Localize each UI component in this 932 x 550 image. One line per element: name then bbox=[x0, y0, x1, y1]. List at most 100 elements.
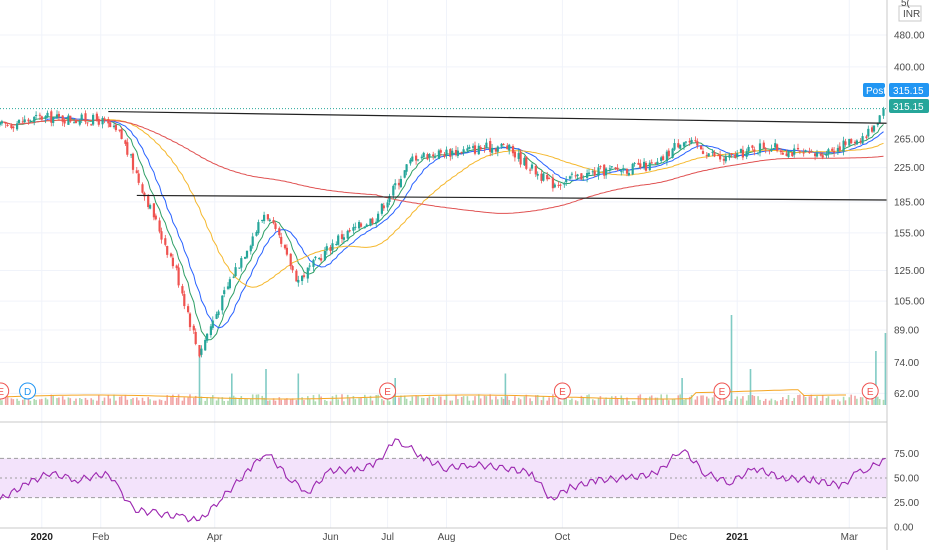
candle-body[interactable] bbox=[188, 313, 192, 328]
candle-body[interactable] bbox=[882, 108, 885, 116]
candle-body[interactable] bbox=[637, 162, 640, 165]
candle-body[interactable] bbox=[394, 183, 397, 186]
candle-body[interactable] bbox=[206, 333, 209, 341]
candle-body[interactable] bbox=[671, 148, 674, 158]
candle-body[interactable] bbox=[861, 136, 864, 144]
candle-body[interactable] bbox=[580, 173, 583, 180]
candle-body[interactable] bbox=[107, 118, 110, 124]
candle-body[interactable] bbox=[808, 151, 811, 154]
candle-body[interactable] bbox=[844, 141, 847, 145]
candle-body[interactable] bbox=[382, 205, 385, 209]
candle-body[interactable] bbox=[821, 155, 824, 158]
candle-body[interactable] bbox=[517, 153, 520, 159]
candle-body[interactable] bbox=[415, 155, 418, 161]
candle-body[interactable] bbox=[791, 152, 794, 157]
candle-body[interactable] bbox=[568, 176, 572, 179]
candle-body[interactable] bbox=[44, 116, 47, 120]
candle-body[interactable] bbox=[871, 127, 874, 132]
candle-body[interactable] bbox=[660, 157, 663, 162]
candle-body[interactable] bbox=[354, 226, 357, 228]
candle-body[interactable] bbox=[141, 184, 144, 193]
candle-body[interactable] bbox=[365, 224, 368, 227]
candle-body[interactable] bbox=[439, 150, 442, 153]
candle-body[interactable] bbox=[114, 124, 117, 131]
candle-body[interactable] bbox=[183, 294, 186, 307]
candle-body[interactable] bbox=[109, 122, 112, 128]
candle-body[interactable] bbox=[546, 174, 549, 180]
candle-body[interactable] bbox=[679, 144, 682, 149]
candle-body[interactable] bbox=[312, 259, 315, 267]
candle-body[interactable] bbox=[530, 164, 534, 169]
time-tick-label[interactable]: 2021 bbox=[726, 532, 749, 543]
candle-body[interactable] bbox=[405, 164, 408, 172]
candle-body[interactable] bbox=[536, 173, 539, 176]
candle-body[interactable] bbox=[103, 118, 106, 121]
candle-body[interactable] bbox=[263, 214, 266, 222]
candle-body[interactable] bbox=[665, 151, 668, 162]
candle-body[interactable] bbox=[610, 166, 613, 168]
trendlines[interactable] bbox=[108, 110, 888, 201]
candle-body[interactable] bbox=[684, 141, 687, 143]
candle-body[interactable] bbox=[335, 244, 338, 246]
candle-body[interactable] bbox=[359, 223, 363, 227]
candle-body[interactable] bbox=[320, 258, 323, 261]
candle-body[interactable] bbox=[443, 153, 446, 157]
candle-body[interactable] bbox=[859, 140, 862, 143]
candle-body[interactable] bbox=[426, 154, 429, 160]
candle-body[interactable] bbox=[69, 115, 72, 122]
candle-body[interactable] bbox=[751, 145, 754, 148]
rsi-tick-label[interactable]: 0.00 bbox=[894, 523, 914, 534]
candle-body[interactable] bbox=[251, 236, 254, 246]
candle-body[interactable] bbox=[730, 153, 733, 155]
candle-body[interactable] bbox=[878, 115, 881, 123]
candle-body[interactable] bbox=[694, 140, 697, 142]
candle-body[interactable] bbox=[850, 139, 853, 144]
rsi-tick-label[interactable]: 75.00 bbox=[894, 449, 919, 460]
candle-body[interactable] bbox=[745, 151, 748, 157]
candle-body[interactable] bbox=[147, 195, 150, 208]
candle-body[interactable] bbox=[306, 267, 309, 279]
candle-body[interactable] bbox=[796, 147, 800, 150]
candle-body[interactable] bbox=[779, 150, 782, 153]
candle-body[interactable] bbox=[291, 266, 294, 271]
candle-body[interactable] bbox=[194, 331, 197, 344]
candle-body[interactable] bbox=[836, 148, 839, 152]
candle-body[interactable] bbox=[734, 154, 737, 159]
candle-body[interactable] bbox=[346, 230, 349, 239]
candle-body[interactable] bbox=[753, 149, 756, 152]
candle-body[interactable] bbox=[701, 151, 705, 154]
candle-body[interactable] bbox=[118, 129, 121, 131]
candle-body[interactable] bbox=[323, 251, 326, 261]
candle-body[interactable] bbox=[762, 142, 765, 149]
candle-body[interactable] bbox=[842, 140, 845, 152]
candle-body[interactable] bbox=[728, 154, 731, 158]
candle-body[interactable] bbox=[793, 148, 796, 155]
candle-body[interactable] bbox=[97, 118, 100, 125]
candle-body[interactable] bbox=[525, 156, 528, 169]
candle-body[interactable] bbox=[386, 202, 389, 208]
candle-body[interactable] bbox=[164, 238, 167, 245]
candle-body[interactable] bbox=[181, 286, 184, 294]
candle-body[interactable] bbox=[325, 246, 328, 251]
candle-body[interactable] bbox=[149, 205, 152, 209]
candle-body[interactable] bbox=[217, 311, 220, 316]
candle-body[interactable] bbox=[160, 231, 163, 240]
candle-body[interactable] bbox=[302, 275, 306, 277]
candle-body[interactable] bbox=[21, 121, 24, 123]
candle-body[interactable] bbox=[449, 149, 452, 157]
price-tick-label[interactable]: 265.00 bbox=[894, 134, 925, 145]
earnings-marker[interactable]: E bbox=[0, 382, 10, 400]
candle-body[interactable] bbox=[73, 122, 76, 124]
candle-body[interactable] bbox=[644, 162, 648, 171]
candle-body[interactable] bbox=[192, 325, 195, 331]
candle-body[interactable] bbox=[758, 143, 762, 153]
candle-body[interactable] bbox=[135, 170, 138, 174]
candle-body[interactable] bbox=[215, 314, 218, 319]
candle-body[interactable] bbox=[50, 111, 53, 123]
candle-body[interactable] bbox=[432, 154, 435, 157]
candle-body[interactable] bbox=[466, 148, 469, 151]
candle-body[interactable] bbox=[781, 152, 784, 155]
candle-body[interactable] bbox=[352, 227, 355, 231]
candle-body[interactable] bbox=[477, 145, 480, 155]
candle-body[interactable] bbox=[266, 214, 269, 220]
